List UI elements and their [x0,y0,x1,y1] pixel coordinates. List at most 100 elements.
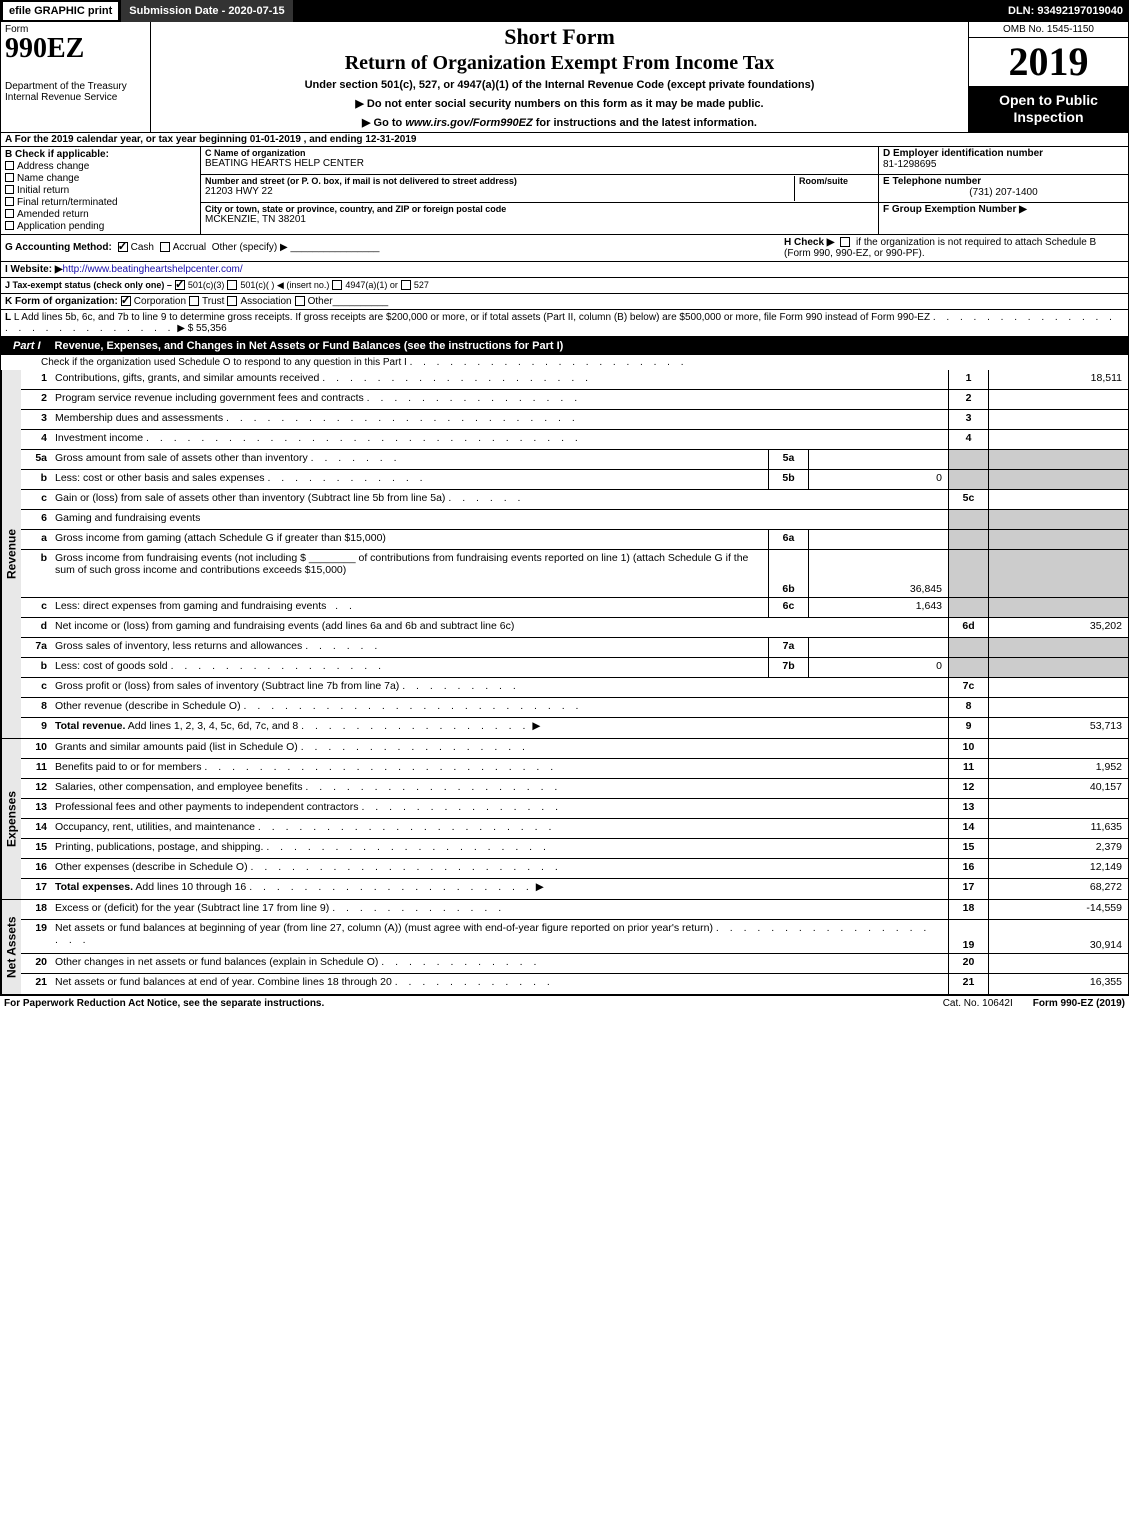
line-6b-subval: 36,845 [808,550,948,597]
line-19-val: 30,914 [988,920,1128,953]
top-bar: efile GRAPHIC print Submission Date - 20… [0,0,1129,22]
line-12-desc: Salaries, other compensation, and employ… [51,779,948,798]
h-checkbox[interactable] [840,237,850,247]
netassets-rows: 18 Excess or (deficit) for the year (Sub… [21,900,1128,994]
line-6c-shaded-lbl [948,598,988,617]
h-check: H Check ▶ if the organization is not req… [784,237,1124,259]
line-14-val: 11,635 [988,819,1128,838]
f-group-label: F Group Exemption Number ▶ [883,204,1027,215]
e-tel-label: E Telephone number [883,176,1124,187]
g-cash-check[interactable] [118,242,128,252]
line-7a-shaded-val [988,638,1128,657]
line-13-lbl: 13 [948,799,988,818]
tax-year: 2019 [969,38,1128,86]
line-10-lbl: 10 [948,739,988,758]
d-ein-value: 81-1298695 [883,159,1124,170]
line-6-shaded-lbl [948,510,988,529]
dln-label: DLN: 93492197019040 [1008,0,1129,22]
line-10: 10 Grants and similar amounts paid (list… [21,739,1128,759]
line-8-val [988,698,1128,717]
c-city-row: City or town, state or province, country… [201,203,878,231]
line-9-lbl: 9 [948,718,988,738]
g-accrual-check[interactable] [160,242,170,252]
line-19-desc: Net assets or fund balances at beginning… [51,920,948,953]
g-label: G Accounting Method: [5,242,112,253]
row-k-form-org: K Form of organization: Corporation Trus… [1,294,1128,310]
line-21-val: 16,355 [988,974,1128,994]
line-3: 3 Membership dues and assessments . . . … [21,410,1128,430]
k-label: K Form of organization: [5,296,118,307]
j-4947-check[interactable] [332,280,342,290]
line-1-desc: Contributions, gifts, grants, and simila… [51,370,948,389]
chk-amended-return[interactable]: Amended return [5,209,196,220]
line-7b-shaded-val [988,658,1128,677]
part1-header: Part I Revenue, Expenses, and Changes in… [0,337,1129,355]
chk-name-change[interactable]: Name change [5,173,196,184]
line-14-lbl: 14 [948,819,988,838]
g-cash-label: Cash [131,242,154,253]
irs-link[interactable]: www.irs.gov/Form990EZ [405,117,532,129]
j-501c-check[interactable] [227,280,237,290]
line-5c-desc: Gain or (loss) from sale of assets other… [51,490,948,509]
line-17-no: 17 [21,879,51,899]
line-5c-lbl: 5c [948,490,988,509]
f-group-row: F Group Exemption Number ▶ [879,203,1128,231]
e-tel-value: (731) 207-1400 [883,187,1124,198]
k-assoc-check[interactable] [227,296,237,306]
subtitle-section: Under section 501(c), 527, or 4947(a)(1)… [155,79,964,91]
chk-final-return[interactable]: Final return/terminated [5,197,196,208]
netassets-side-label: Net Assets [1,900,21,994]
line-10-val [988,739,1128,758]
line-16-lbl: 16 [948,859,988,878]
line-7c: c Gross profit or (loss) from sales of i… [21,678,1128,698]
line-1: 1 Contributions, gifts, grants, and simi… [21,370,1128,390]
chk-initial-return[interactable]: Initial return [5,185,196,196]
line-15-no: 15 [21,839,51,858]
spacer [293,0,1008,22]
chk-address-change[interactable]: Address change [5,161,196,172]
line-3-no: 3 [21,410,51,429]
efile-print-button[interactable]: efile GRAPHIC print [2,1,119,21]
line-6d-no: d [21,618,51,637]
line-6a-desc: Gross income from gaming (attach Schedul… [51,530,768,549]
c-room-label: Room/suite [799,176,874,186]
line-6d: d Net income or (loss) from gaming and f… [21,618,1128,638]
line-11-lbl: 11 [948,759,988,778]
line-6a-shaded-val [988,530,1128,549]
chk-application-pending[interactable]: Application pending [5,221,196,232]
line-11-no: 11 [21,759,51,778]
line-7b-no: b [21,658,51,677]
line-11-val: 1,952 [988,759,1128,778]
j-501c3-check[interactable] [175,280,185,290]
line-21-no: 21 [21,974,51,994]
line-5b-subval: 0 [808,470,948,489]
k-other-check[interactable] [295,296,305,306]
line-9: 9 Total revenue. Add lines 1, 2, 3, 4, 5… [21,718,1128,738]
chk-application-pending-label: Application pending [17,221,104,232]
line-14-desc: Occupancy, rent, utilities, and maintena… [51,819,948,838]
d-ein-label: D Employer identification number [883,148,1124,159]
part1-label: Part I [5,340,49,352]
line-4-no: 4 [21,430,51,449]
line-6-desc: Gaming and fundraising events [51,510,948,529]
k-trust-check[interactable] [189,296,199,306]
website-link[interactable]: http://www.beatingheartshelpcenter.com/ [63,264,243,275]
line-13-desc: Professional fees and other payments to … [51,799,948,818]
line-18-desc: Excess or (deficit) for the year (Subtra… [51,900,948,919]
line-15-lbl: 15 [948,839,988,858]
line-6c-no: c [21,598,51,617]
line-13-val [988,799,1128,818]
d-ein-row: D Employer identification number 81-1298… [879,147,1128,175]
line-6a: a Gross income from gaming (attach Sched… [21,530,1128,550]
line-8-lbl: 8 [948,698,988,717]
line-17: 17 Total expenses. Add lines 10 through … [21,879,1128,899]
j-527-check[interactable] [401,280,411,290]
line-17-lbl: 17 [948,879,988,899]
c-addr-value: 21203 HWY 22 [205,186,794,197]
title-short-form: Short Form [155,24,964,50]
line-2: 2 Program service revenue including gove… [21,390,1128,410]
k-corp-check[interactable] [121,296,131,306]
revenue-rows: 1 Contributions, gifts, grants, and simi… [21,370,1128,738]
line-7b-sublbl: 7b [768,658,808,677]
line-21-desc: Net assets or fund balances at end of ye… [51,974,948,994]
